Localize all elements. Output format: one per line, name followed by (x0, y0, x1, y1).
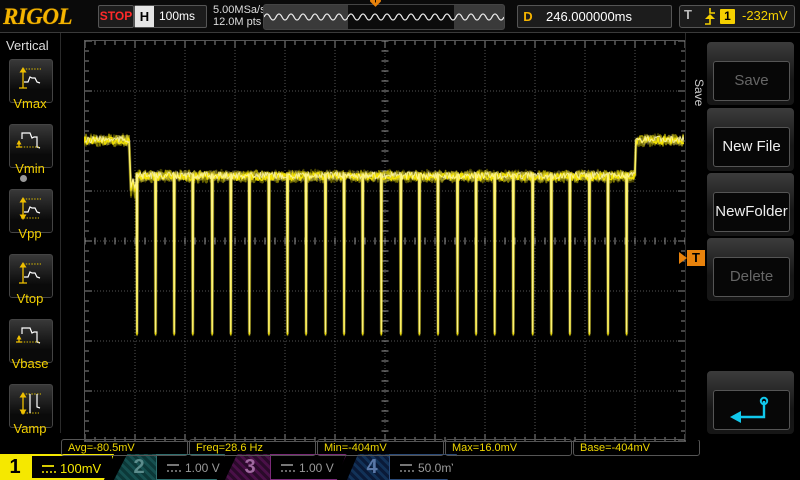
svg-text:T: T (692, 250, 700, 265)
svg-text:T: T (374, 0, 378, 5)
